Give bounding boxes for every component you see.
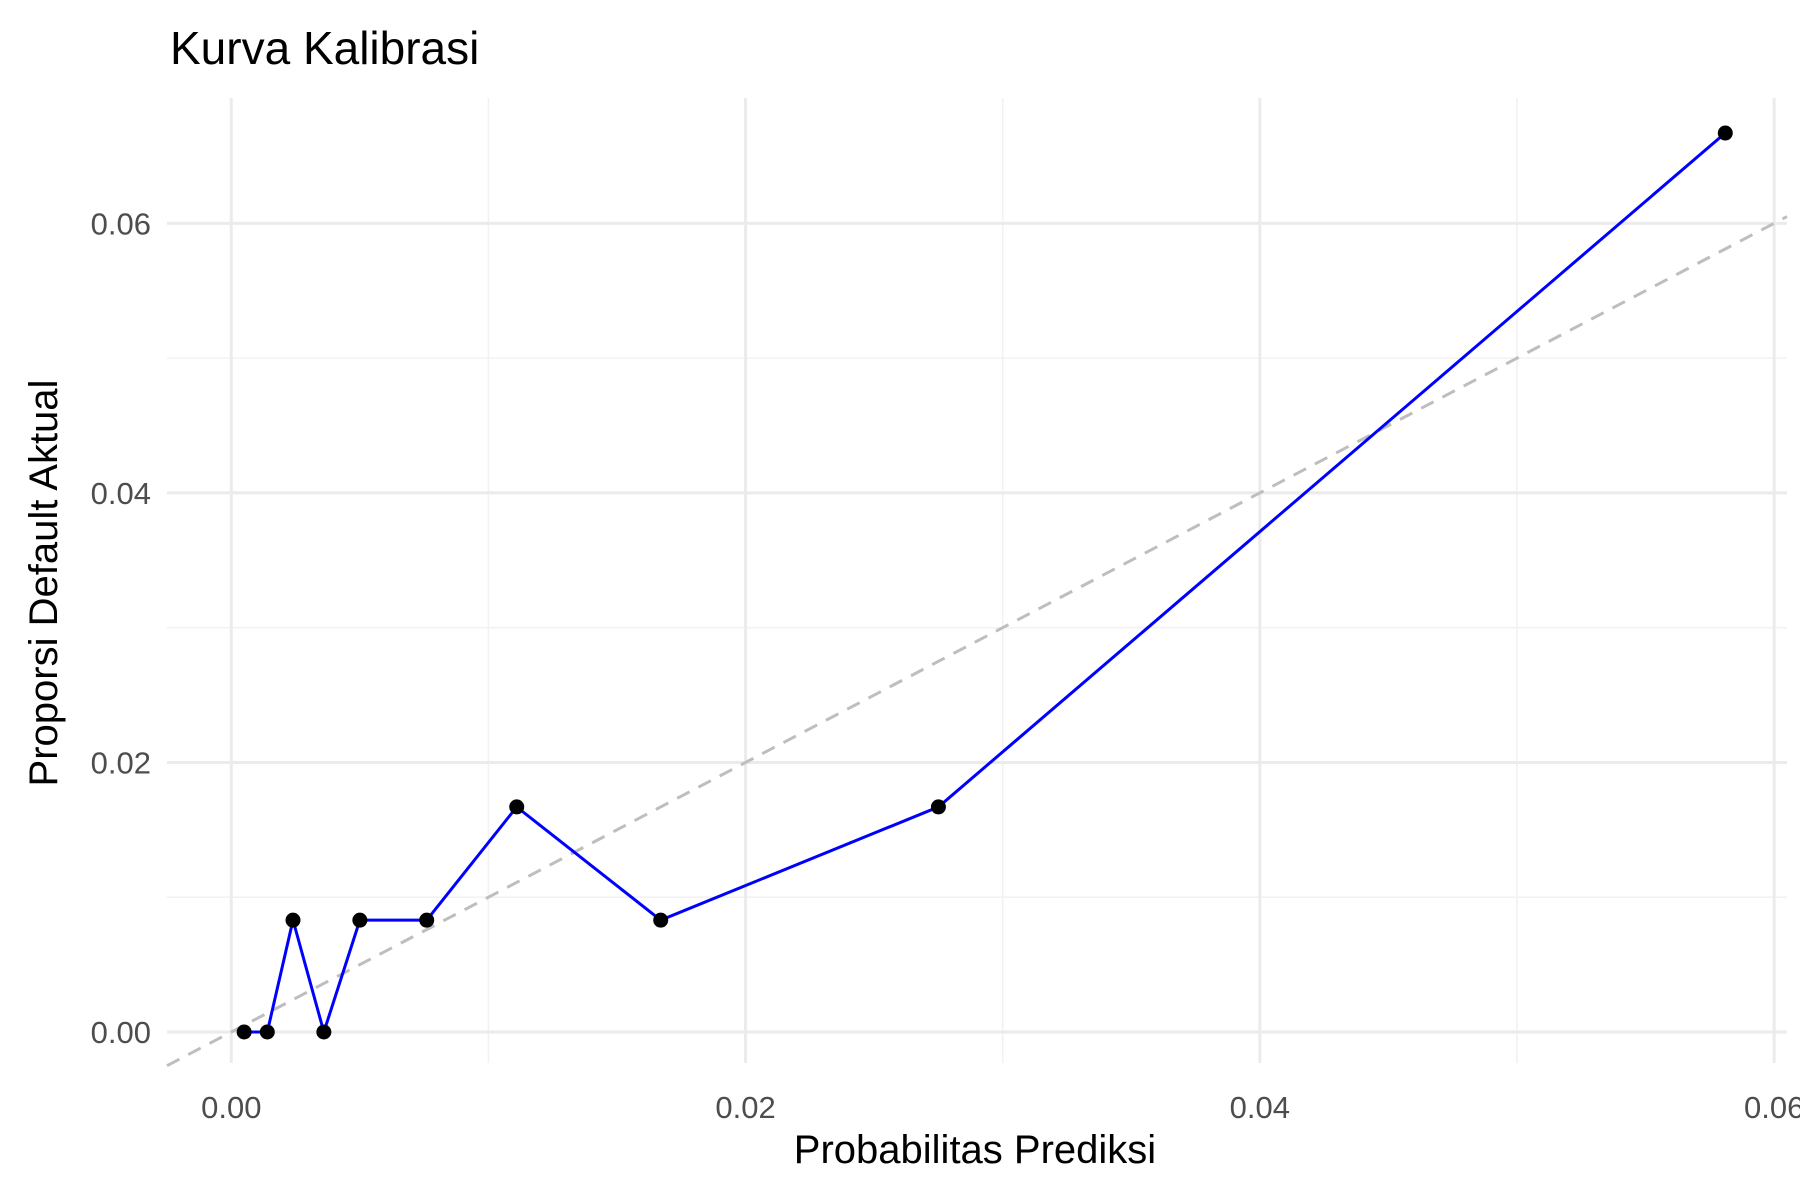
y-axis-title: Proporsi Default Aktual: [22, 380, 66, 787]
data-point: [236, 1024, 252, 1040]
data-point: [653, 912, 669, 928]
data-point: [352, 912, 368, 928]
x-axis-ticks: 0.00 0.02 0.04 0.06: [201, 1090, 1800, 1125]
y-tick-label: 0.00: [91, 1015, 151, 1050]
x-axis-title: Probabilitas Prediksi: [794, 1128, 1156, 1172]
x-tick-label: 0.02: [715, 1090, 775, 1125]
reference-diagonal: [166, 215, 1788, 1068]
data-point: [419, 912, 435, 928]
series-line: [244, 131, 1727, 1038]
series-group: [236, 125, 1733, 1040]
grid: [167, 98, 1787, 1063]
reference-line: [166, 215, 1788, 1068]
y-tick-label: 0.02: [91, 745, 151, 780]
x-tick-label: 0.06: [1744, 1090, 1800, 1125]
data-point: [930, 799, 946, 815]
data-point: [1717, 125, 1733, 141]
data-point: [259, 1024, 275, 1040]
y-axis-ticks: 0.00 0.02 0.04 0.06: [91, 206, 151, 1050]
x-tick-label: 0.00: [201, 1090, 261, 1125]
data-point: [316, 1024, 332, 1040]
data-point: [285, 912, 301, 928]
x-tick-label: 0.04: [1230, 1090, 1290, 1125]
chart-title: Kurva Kalibrasi: [170, 22, 479, 74]
y-tick-label: 0.04: [91, 476, 151, 511]
data-point: [509, 799, 525, 815]
y-tick-label: 0.06: [91, 206, 151, 241]
